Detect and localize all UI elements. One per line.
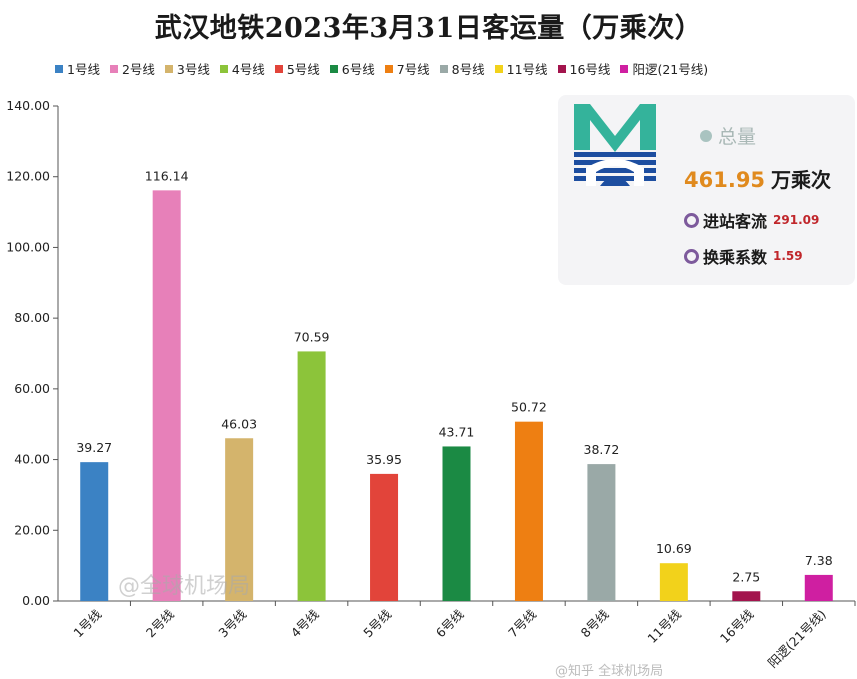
x-tick-label: 7号线 bbox=[505, 606, 539, 640]
legend-label: 2号线 bbox=[121, 62, 155, 77]
total-label: 总量 bbox=[718, 126, 757, 148]
bar-value-label: 10.69 bbox=[656, 541, 692, 556]
legend-item: 3号线 bbox=[164, 59, 210, 78]
legend-swatch bbox=[219, 64, 228, 73]
entry-flow-value: 291.09 bbox=[773, 213, 820, 227]
bar-value-label: 116.14 bbox=[145, 168, 189, 183]
legend-item: 6号线 bbox=[329, 59, 375, 78]
legend-item: 7号线 bbox=[384, 59, 430, 78]
transfer-coef-row: 换乘系数 1.59 bbox=[684, 244, 803, 268]
metro-logo-icon bbox=[574, 104, 656, 186]
bar-value-label: 70.59 bbox=[294, 329, 330, 344]
bar-11号线 bbox=[659, 563, 688, 601]
x-tick-label: 11号线 bbox=[644, 606, 684, 646]
total-unit: 万乘次 bbox=[771, 168, 832, 192]
legend-label: 6号线 bbox=[341, 62, 375, 77]
x-tick-label: 16号线 bbox=[717, 606, 757, 646]
transfer-coef-value: 1.59 bbox=[773, 249, 803, 263]
legend-item: 5号线 bbox=[274, 59, 320, 78]
legend-item: 11号线 bbox=[494, 59, 548, 78]
bar-3号线 bbox=[225, 438, 254, 601]
legend-item: 8号线 bbox=[439, 59, 485, 78]
total-value: 461.95 bbox=[684, 168, 766, 192]
x-tick-label: 4号线 bbox=[288, 606, 322, 640]
legend-label: 7号线 bbox=[396, 62, 430, 77]
entry-flow-row: 进站客流 291.09 bbox=[684, 208, 819, 232]
y-tick-label: 20.00 bbox=[14, 522, 50, 537]
bar-6号线 bbox=[442, 446, 471, 601]
bar-value-label: 39.27 bbox=[76, 440, 112, 455]
bar-value-label: 7.38 bbox=[805, 553, 833, 568]
watermark-text: @全球机场局 bbox=[118, 574, 251, 599]
legend-label: 4号线 bbox=[231, 62, 265, 77]
legend-label: 8号线 bbox=[451, 62, 485, 77]
footer-watermark-text: @知乎 全球机场局 bbox=[555, 664, 664, 679]
legend-swatch bbox=[164, 64, 173, 73]
x-tick-label: 6号线 bbox=[433, 606, 467, 640]
y-tick-label: 140.00 bbox=[6, 98, 50, 113]
legend-label: 5号线 bbox=[286, 62, 320, 77]
ring-icon bbox=[684, 248, 699, 264]
bar-阳逻(21号线) bbox=[804, 574, 833, 601]
total-label-row: 总量 bbox=[700, 122, 756, 149]
legend-swatch bbox=[109, 64, 118, 73]
bar-value-label: 46.03 bbox=[221, 416, 257, 431]
legend-label: 3号线 bbox=[176, 62, 210, 77]
y-tick-label: 40.00 bbox=[14, 452, 50, 467]
bar-value-label: 50.72 bbox=[511, 400, 547, 415]
y-tick-label: 80.00 bbox=[14, 310, 50, 325]
legend-item: 16号线 bbox=[557, 59, 611, 78]
legend-swatch bbox=[274, 64, 283, 73]
x-tick-label: 1号线 bbox=[70, 606, 104, 640]
bar-value-label: 38.72 bbox=[584, 442, 620, 457]
x-tick-label: 5号线 bbox=[360, 606, 394, 640]
legend-swatch bbox=[620, 64, 629, 73]
bar-7号线 bbox=[514, 421, 543, 601]
bar-value-label: 43.71 bbox=[439, 424, 475, 439]
bar-16号线 bbox=[732, 591, 761, 601]
bar-8号线 bbox=[587, 464, 616, 601]
x-tick-label: 阳逻(21号线) bbox=[765, 607, 829, 671]
legend-swatch bbox=[494, 64, 503, 73]
x-tick-label: 3号线 bbox=[215, 606, 249, 640]
total-dot-icon bbox=[700, 129, 712, 142]
y-tick-label: 0.00 bbox=[22, 593, 50, 608]
legend-swatch bbox=[329, 64, 338, 73]
y-tick-label: 100.00 bbox=[6, 239, 50, 254]
bar-value-label: 35.95 bbox=[366, 452, 402, 467]
ring-icon bbox=[684, 212, 699, 228]
legend-swatch bbox=[439, 64, 448, 73]
bar-2号线 bbox=[152, 190, 181, 602]
chart-title: 武汉地铁2023年3月31日客运量（万乘次） bbox=[154, 13, 703, 44]
legend-label: 1号线 bbox=[67, 62, 100, 77]
legend-label: 11号线 bbox=[506, 62, 548, 77]
legend-swatch bbox=[55, 64, 63, 73]
legend-item: 1号线 bbox=[55, 59, 100, 78]
legend-item: 4号线 bbox=[219, 59, 265, 78]
legend-item: 2号线 bbox=[109, 59, 155, 78]
bar-1号线 bbox=[80, 462, 109, 601]
x-tick-label: 2号线 bbox=[143, 606, 177, 640]
logo-m-shape bbox=[574, 104, 656, 186]
legend-swatch bbox=[557, 64, 566, 73]
legend-swatch bbox=[384, 64, 393, 73]
legend-item: 阳逻(21号线) bbox=[620, 59, 708, 78]
chart-legend: 1号线 2号线 3号线 4号线 5号线 6号线 7号线 8号线 11号线 16号线 阳逻(21号线) bbox=[55, 59, 708, 78]
entry-flow-label: 进站客流 bbox=[703, 212, 768, 231]
bar-value-label: 2.75 bbox=[732, 569, 760, 584]
y-tick-label: 120.00 bbox=[6, 169, 50, 184]
legend-label: 16号线 bbox=[569, 62, 611, 77]
legend-label: 阳逻(21号线) bbox=[632, 62, 709, 77]
bar-5号线 bbox=[370, 473, 399, 601]
bar-4号线 bbox=[297, 351, 326, 601]
x-tick-label: 8号线 bbox=[578, 606, 612, 640]
total-value-row: 461.95 万乘次 bbox=[684, 164, 831, 193]
y-tick-label: 60.00 bbox=[14, 381, 50, 396]
transfer-coef-label: 换乘系数 bbox=[703, 248, 768, 267]
